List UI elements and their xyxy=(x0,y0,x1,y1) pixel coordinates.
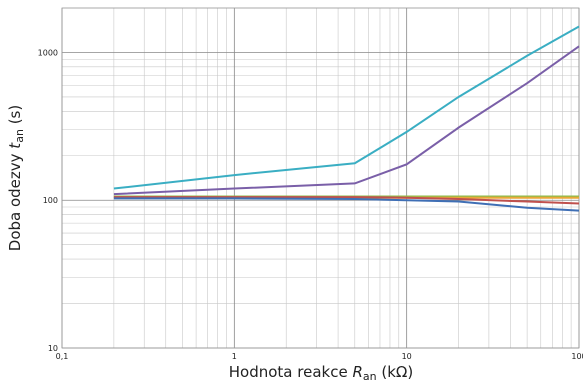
x-tick-label: 1 xyxy=(232,352,237,361)
y-tick-label: 10 xyxy=(48,344,58,353)
series-line xyxy=(113,197,580,212)
series-line xyxy=(113,25,580,190)
y-axis-label: Doba odezvy tan (s) xyxy=(6,105,26,251)
x-tick-label: 0,1 xyxy=(56,352,69,361)
y-tick-label: 1000 xyxy=(38,48,58,57)
plot-frame xyxy=(61,7,580,349)
x-tick-label: 100 xyxy=(571,352,583,361)
x-tick-label: 10 xyxy=(402,352,412,361)
y-tick-label: 100 xyxy=(43,196,58,205)
series-line xyxy=(113,196,580,205)
series-line xyxy=(113,45,580,196)
x-axis-label: Hodnota reakce Ran (kΩ) xyxy=(229,363,414,383)
